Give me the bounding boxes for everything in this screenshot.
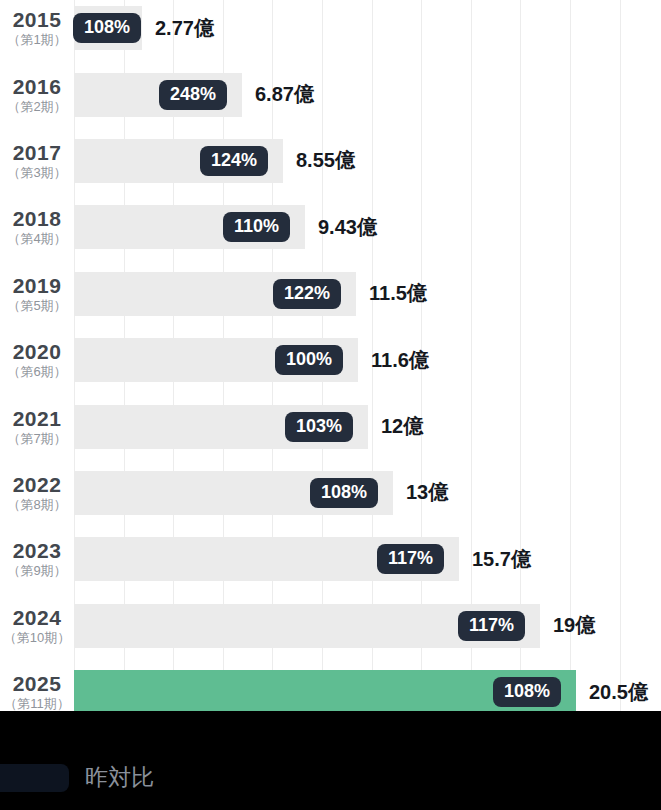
yoy-percent-badge: 100% [275,345,343,375]
year-label: 2017 [0,141,74,165]
legend-footer: 昨対比 [0,711,661,810]
period-label: （第8期） [0,498,74,513]
yoy-percent-badge: 103% [285,412,353,442]
year-label: 2018 [0,207,74,231]
bar: 110% [74,205,305,249]
period-label: （第2期） [0,100,74,115]
row-label: 2018（第4期） [0,207,74,247]
value-label: 11.6億 [371,347,429,374]
row-label: 2022（第8期） [0,473,74,513]
chart-row-2021: 2021（第7期） 103% 12億 [0,393,661,459]
yoy-percent-badge: 124% [200,146,268,176]
year-label: 2025 [0,672,74,696]
value-label: 12億 [381,413,423,440]
bar-highlighted: 108% [74,670,576,711]
row-label: 2021（第7期） [0,407,74,447]
row-label: 2016（第2期） [0,75,74,115]
bar: 124% [74,139,283,183]
value-label: 20.5億 [589,679,648,706]
revenue-bar-chart: 2015（第1期）108%2.77億2016（第2期）248%6.87億2017… [0,0,661,810]
bar: 117% [74,604,540,648]
period-label: （第11期） [0,697,74,711]
bar: 248% [74,73,242,117]
chart-row-2015: 2015（第1期）108% 2.77億 [0,0,661,61]
value-label: 11.5億 [369,280,427,307]
chart-row-2024: 2024（第10期） 117% 19億 [0,593,661,659]
chart-row-2022: 2022（第8期） 108% 13億 [0,460,661,526]
value-label: 9.43億 [318,214,377,241]
bar: 103% [74,405,368,449]
chart-row-2016: 2016（第2期） 248% 6.87億 [0,61,661,127]
row-label: 2019（第5期） [0,274,74,314]
year-label: 2022 [0,473,74,497]
row-label: 2024（第10期） [0,606,74,646]
bar: 108% [74,471,393,515]
period-label: （第6期） [0,365,74,380]
chart-row-2017: 2017（第3期） 124% 8.55億 [0,128,661,194]
period-label: （第9期） [0,564,74,579]
yoy-percent-badge: 108% [493,677,561,707]
year-label: 2020 [0,340,74,364]
year-label: 2015 [0,8,74,32]
period-label: （第5期） [0,299,74,314]
period-label: （第1期） [0,33,74,48]
yoy-percent-badge: 117% [377,544,444,574]
value-label: 6.87億 [255,81,314,108]
year-label: 2019 [0,274,74,298]
row-label: 2017（第3期） [0,141,74,181]
value-label: 8.55億 [296,147,355,174]
yoy-percent-badge: 117% [458,611,525,641]
bar: 117% [74,537,459,581]
value-label: 15.7億 [472,546,531,573]
period-label: （第7期） [0,432,74,447]
year-label: 2016 [0,75,74,99]
yoy-percent-badge: 108% [73,13,141,43]
chart-row-2025: 2025（第11期） 108% 20.5億 [0,659,661,711]
row-label: 2020（第6期） [0,340,74,380]
value-label: 2.77億 [155,15,214,42]
legend-item-yoy: 昨対比 [0,762,154,793]
value-label: 13億 [406,479,448,506]
yoy-percent-badge: 248% [159,80,227,110]
period-label: （第4期） [0,232,74,247]
period-label: （第10期） [0,631,74,646]
chart-plot-area: 2015（第1期）108%2.77億2016（第2期）248%6.87億2017… [0,0,661,711]
row-label: 2025（第11期） [0,672,74,711]
yoy-percent-badge: 108% [310,478,378,508]
chart-row-2020: 2020（第6期） 100% 11.6億 [0,327,661,393]
chart-row-2018: 2018（第4期） 110% 9.43億 [0,194,661,260]
row-label: 2015（第1期） [0,8,74,48]
legend-label: 昨対比 [85,762,154,793]
value-label: 19億 [553,612,595,639]
bar: 122% [74,272,356,316]
year-label: 2024 [0,606,74,630]
chart-row-2023: 2023（第9期） 117% 15.7億 [0,526,661,592]
chart-row-2019: 2019（第5期） 122% 11.5億 [0,261,661,327]
chart-rows: 2015（第1期）108%2.77億2016（第2期）248%6.87億2017… [0,0,661,711]
period-label: （第3期） [0,166,74,181]
bar: 108% [74,6,142,50]
yoy-percent-badge: 110% [223,212,290,242]
year-label: 2021 [0,407,74,431]
yoy-percent-badge: 122% [273,279,341,309]
bar: 100% [74,338,358,382]
row-label: 2023（第9期） [0,539,74,579]
year-label: 2023 [0,539,74,563]
yoy-badge-swatch [0,764,69,792]
